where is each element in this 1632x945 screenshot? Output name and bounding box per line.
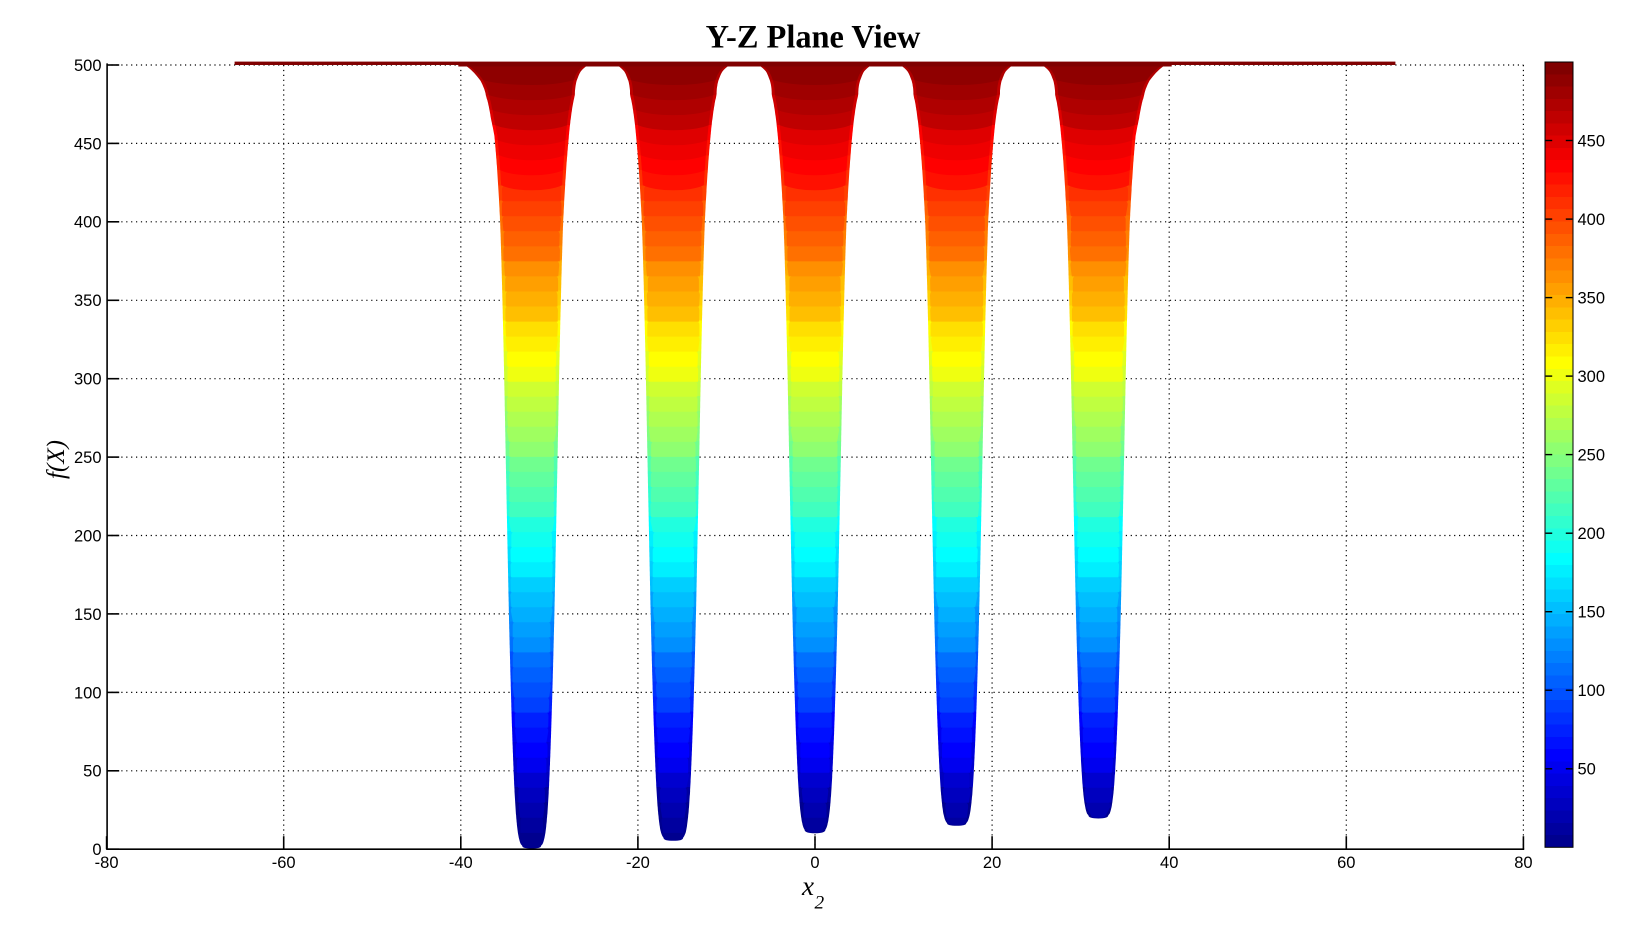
svg-text:Y-Z Plane View: Y-Z Plane View [706, 20, 921, 56]
svg-text:300: 300 [74, 371, 102, 389]
svg-text:20: 20 [983, 854, 1001, 872]
svg-text:0: 0 [92, 841, 101, 859]
svg-text:100: 100 [74, 684, 102, 702]
svg-text:450: 450 [74, 135, 102, 153]
svg-text:60: 60 [1337, 854, 1355, 872]
svg-text:50: 50 [83, 763, 101, 781]
svg-text:250: 250 [1578, 447, 1606, 465]
svg-text:40: 40 [1160, 854, 1178, 872]
svg-text:f(X): f(X) [43, 440, 70, 479]
svg-text:80: 80 [1514, 854, 1532, 872]
svg-text:400: 400 [1578, 211, 1606, 229]
svg-text:250: 250 [74, 449, 102, 467]
svg-text:200: 200 [74, 527, 102, 545]
svg-text:500: 500 [74, 57, 102, 75]
svg-text:350: 350 [1578, 290, 1606, 308]
svg-text:450: 450 [1578, 132, 1606, 150]
svg-text:-60: -60 [272, 854, 296, 872]
svg-text:0: 0 [810, 854, 819, 872]
svg-text:350: 350 [74, 292, 102, 310]
svg-text:-20: -20 [626, 854, 650, 872]
svg-text:-80: -80 [95, 854, 119, 872]
svg-text:-40: -40 [449, 854, 473, 872]
svg-text:x: x [801, 871, 814, 901]
svg-text:400: 400 [74, 214, 102, 232]
svg-text:150: 150 [1578, 604, 1606, 622]
svg-text:100: 100 [1578, 682, 1606, 700]
svg-text:150: 150 [74, 606, 102, 624]
svg-text:200: 200 [1578, 525, 1606, 543]
svg-text:2: 2 [815, 893, 825, 914]
svg-text:50: 50 [1578, 761, 1596, 779]
svg-text:300: 300 [1578, 368, 1606, 386]
